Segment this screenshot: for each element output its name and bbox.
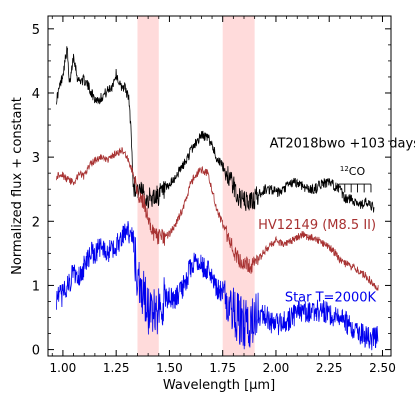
x-tick-label: 2.50 bbox=[369, 361, 396, 375]
spectrum-line-1 bbox=[56, 147, 379, 291]
annotation-star-2000k: Star T=2000K bbox=[285, 290, 377, 305]
x-tick-label: 1.25 bbox=[103, 361, 130, 375]
co-isotope-superscript: 12 bbox=[340, 165, 349, 173]
x-tick-label: 2.25 bbox=[316, 361, 343, 375]
spectrum-line-0 bbox=[56, 46, 375, 213]
annotation-hv12149: HV12149 (M8.5 II) bbox=[258, 218, 376, 233]
x-tick-label: 1.75 bbox=[209, 361, 236, 375]
x-tick-label: 1.50 bbox=[156, 361, 183, 375]
y-tick-label: 2 bbox=[32, 215, 40, 230]
x-tick-label: 1.00 bbox=[50, 361, 77, 375]
y-tick-label: 1 bbox=[32, 279, 40, 294]
annotation-co-label: 12CO bbox=[340, 165, 366, 178]
y-tick-label: 5 bbox=[32, 23, 40, 38]
shaded-regions bbox=[137, 16, 255, 356]
spectra-series bbox=[56, 46, 379, 351]
x-tick-label: 2.00 bbox=[263, 361, 290, 375]
y-tick-label: 0 bbox=[32, 344, 40, 359]
shaded-band-0 bbox=[137, 16, 159, 356]
spectrum-line-2 bbox=[56, 221, 379, 351]
co-molecule-text: CO bbox=[349, 165, 366, 178]
y-tick-label: 4 bbox=[32, 87, 40, 102]
annotation-at2018bwo: AT2018bwo +103 days bbox=[270, 137, 415, 152]
y-axis-label: Normalized flux + constant bbox=[10, 97, 25, 275]
co-bandhead-marks bbox=[338, 183, 372, 193]
y-tick-label: 3 bbox=[32, 151, 40, 166]
plot-frame bbox=[47, 15, 392, 357]
x-axis-label: Wavelength [μm] bbox=[163, 378, 275, 393]
